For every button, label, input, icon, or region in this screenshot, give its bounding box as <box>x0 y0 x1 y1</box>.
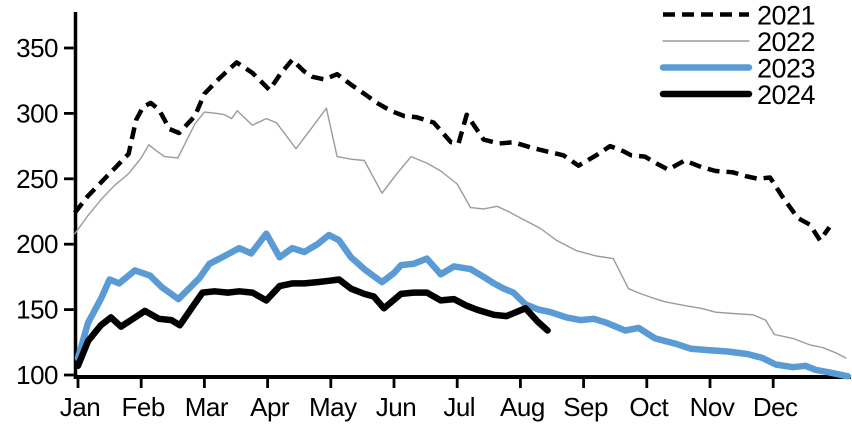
x-axis-month-label: Aug <box>500 392 545 422</box>
legend-label-2023: 2023 <box>757 54 815 84</box>
x-axis-month-label: Oct <box>629 392 669 422</box>
legend-label-2022: 2022 <box>757 27 815 57</box>
x-axis-month-label: Mar <box>185 392 229 422</box>
series-line-2023 <box>74 230 852 380</box>
y-axis-tick-label: 200 <box>16 229 58 259</box>
x-axis-month-label: Dec <box>753 392 798 422</box>
series-line-2022 <box>74 107 847 359</box>
series-line-2024 <box>74 276 551 370</box>
legend-label-2021: 2021 <box>757 1 815 31</box>
x-axis-month-label: Jun <box>376 392 416 422</box>
x-axis-month-label: Jul <box>443 392 475 422</box>
y-axis-tick-label: 300 <box>16 98 58 128</box>
x-axis-month-label: Sep <box>563 392 608 422</box>
x-axis-month-label: Jan <box>60 392 100 422</box>
y-axis-tick-label: 350 <box>16 33 58 63</box>
y-axis-tick-label: 100 <box>16 360 58 390</box>
series-line-2021 <box>73 57 832 243</box>
x-axis-month-label: Apr <box>250 392 290 422</box>
y-axis-tick-label: 250 <box>16 164 58 194</box>
legend-label-2024: 2024 <box>757 80 816 110</box>
x-axis-month-label: Nov <box>690 392 735 422</box>
x-axis-month-label: Feb <box>122 392 165 422</box>
y-axis-tick-label: 150 <box>16 295 58 325</box>
x-axis-month-label: May <box>309 392 357 422</box>
